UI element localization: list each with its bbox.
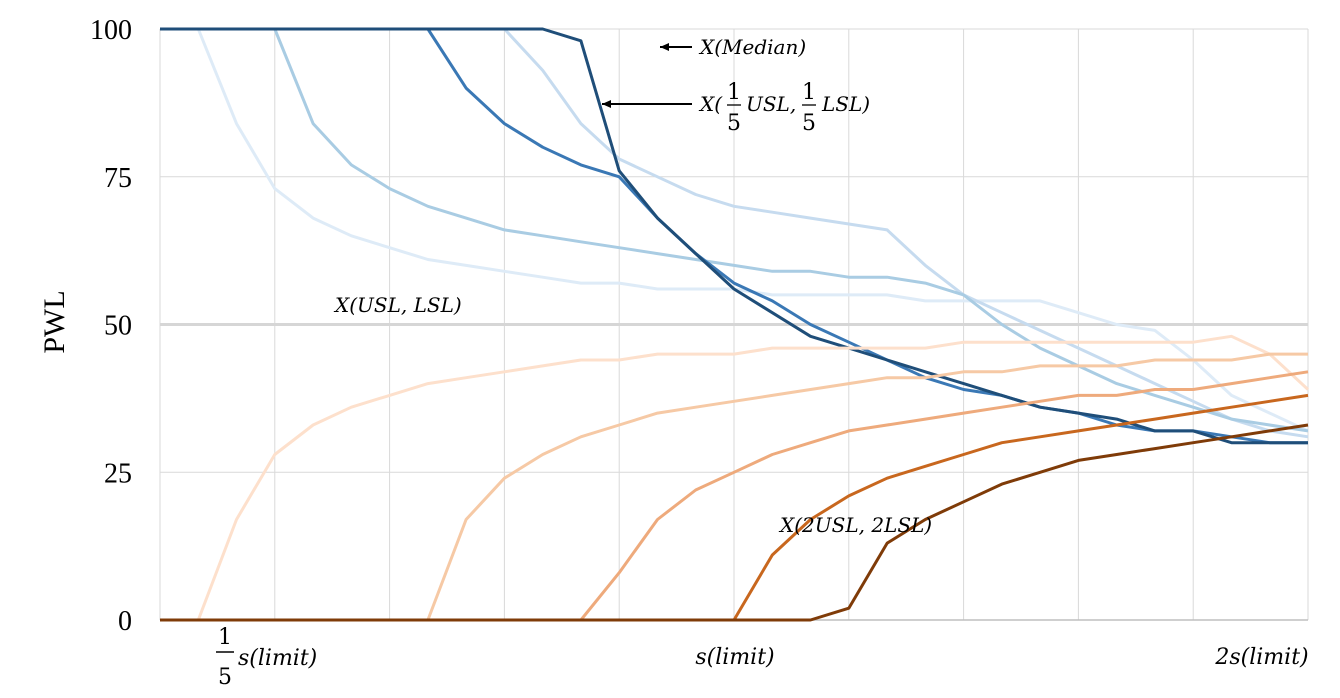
series-line-x-median- — [160, 27, 1308, 445]
y-tick-label: 0 — [118, 606, 132, 637]
annotation-2usl-2lsl: X(2USL, 2LSL) — [778, 513, 932, 537]
fifth-frac-num-1: 1 — [727, 80, 741, 105]
median-prefix: X( — [698, 35, 723, 59]
fifth-frac-num-2: 1 — [802, 80, 816, 105]
y-tick-label: 100 — [90, 15, 132, 46]
annotation-median: X(Median) — [698, 35, 806, 59]
annotation-fifth: X( 1 5 USL, 1 5 LSL) — [698, 80, 870, 136]
y-tick-label: 25 — [104, 458, 132, 489]
x-tick-frac-den: 5 — [218, 665, 232, 690]
series-group — [160, 27, 1310, 622]
annotation-usl-lsl: X(USL, LSL) — [333, 293, 462, 317]
series-line-x-2usl-2lsl- — [160, 423, 1309, 622]
fifth-frac-den-2: 5 — [802, 111, 816, 136]
x-tick-label-text: s(limit) — [238, 646, 317, 671]
median-suffix: ) — [797, 35, 806, 59]
y-tick-label: 75 — [104, 163, 132, 194]
fifth-frac-den-1: 5 — [727, 111, 741, 136]
x-tick-label-fifth: 1 5 s(limit) — [216, 625, 317, 690]
series-line-orange-1 — [160, 334, 1310, 622]
y-axis-label: PWL — [38, 290, 71, 353]
series-line-blue-3 — [160, 27, 1309, 433]
fifth-suffix: LSL) — [821, 92, 870, 116]
median-text: Median — [721, 35, 798, 59]
y-tick-labels: 0 25 50 75 100 — [90, 15, 132, 637]
x-tick-label-end: 2s(limit) — [1214, 645, 1308, 670]
x-tick-frac-num: 1 — [218, 625, 232, 650]
fifth-prefix: X( — [698, 92, 723, 116]
x-tick-label-mid: s(limit) — [695, 645, 774, 670]
fifth-mid: USL, — [746, 92, 796, 116]
y-tick-label: 50 — [104, 311, 132, 342]
svg-text:X(Median): X(Median) — [698, 35, 806, 59]
